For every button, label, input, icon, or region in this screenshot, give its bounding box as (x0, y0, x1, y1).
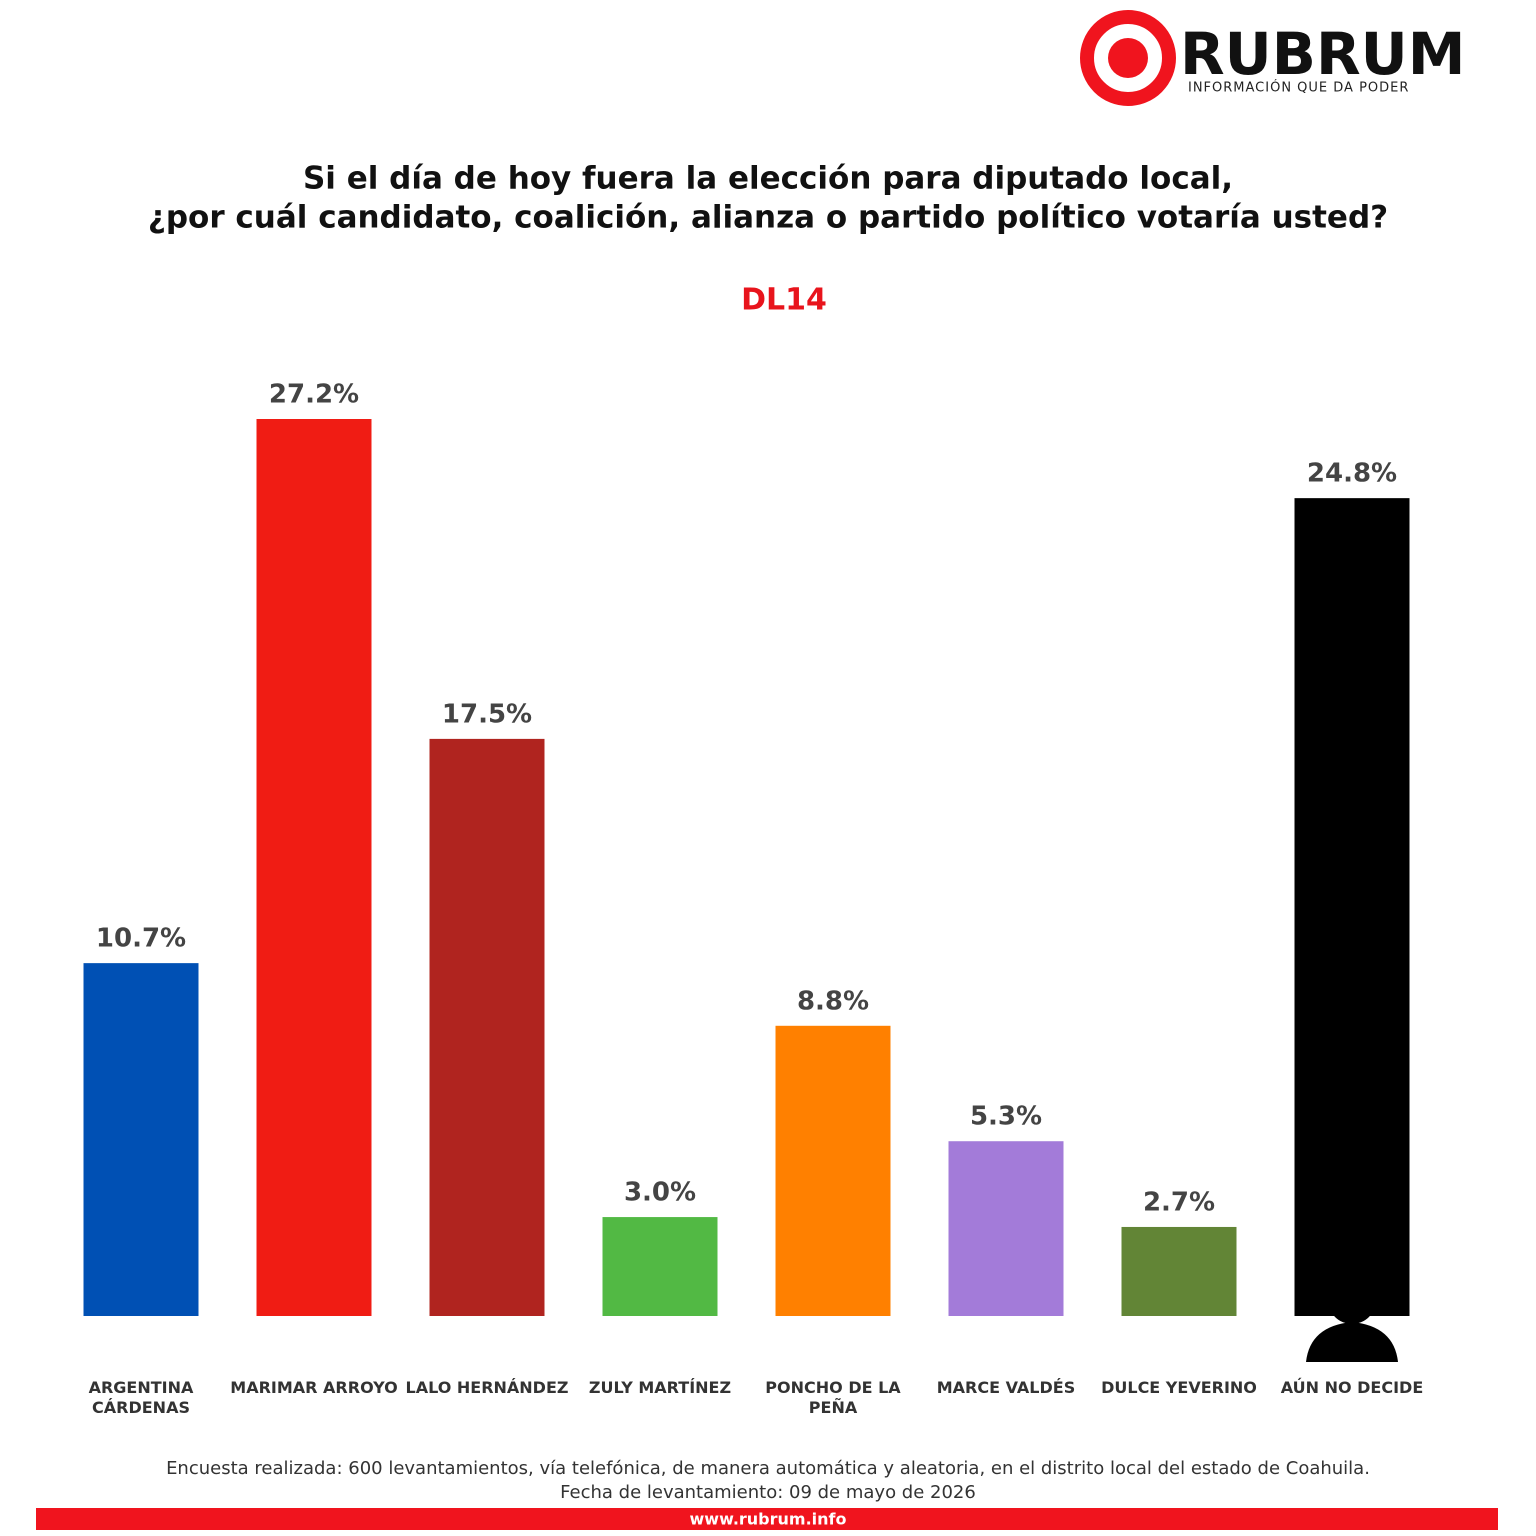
category-label: MARCE VALDÉS (936, 1378, 1076, 1397)
brand-name: RUBRUM (1180, 20, 1465, 88)
category-label: DULCE YEVERINO (1101, 1378, 1257, 1397)
category-label: ZULY MARTÍNEZ (588, 1378, 732, 1397)
bar (429, 738, 545, 1316)
bar (256, 419, 372, 1316)
bar (1294, 498, 1410, 1316)
category-label: ARGENTINA CÁRDENAS (88, 1378, 194, 1417)
category-label: PONCHO DE LA PEÑA (765, 1378, 901, 1417)
chart-title: Si el día de hoy fuera la elección para … (303, 161, 1233, 197)
value-label: 8.8% (797, 986, 869, 1016)
value-label: 5.3% (970, 1102, 1042, 1132)
bar (1121, 1226, 1237, 1316)
value-label: 17.5% (442, 699, 532, 729)
value-label: 24.8% (1307, 459, 1397, 489)
category-label: LALO HERNÁNDEZ (405, 1378, 569, 1397)
value-label: 27.2% (269, 380, 359, 410)
category-label: MARIMAR ARROYO (230, 1378, 398, 1397)
footer-url: www.rubrum.info (690, 1510, 847, 1529)
footer-bar (36, 1508, 1498, 1530)
value-label: 3.0% (624, 1178, 696, 1208)
category-label: AÚN NO DECIDE (1280, 1378, 1424, 1397)
value-label: 2.7% (1143, 1187, 1215, 1217)
chart-subtitle: DL14 (741, 283, 827, 318)
footer-note: Fecha de levantamiento: 09 de mayo de 20… (560, 1482, 976, 1503)
bar (775, 1025, 891, 1316)
logo-ring (1080, 10, 1176, 106)
footer-note: Encuesta realizada: 600 levantamientos, … (166, 1458, 1370, 1479)
brand-tagline: INFORMACIÓN QUE DA PODER (1188, 80, 1409, 96)
chart-title: ¿por cuál candidato, coalición, alianza … (148, 200, 1388, 236)
value-label: 10.7% (96, 924, 186, 954)
bar (602, 1217, 718, 1316)
bar (948, 1141, 1064, 1316)
logo-dot (1108, 38, 1148, 78)
bar (83, 963, 199, 1316)
